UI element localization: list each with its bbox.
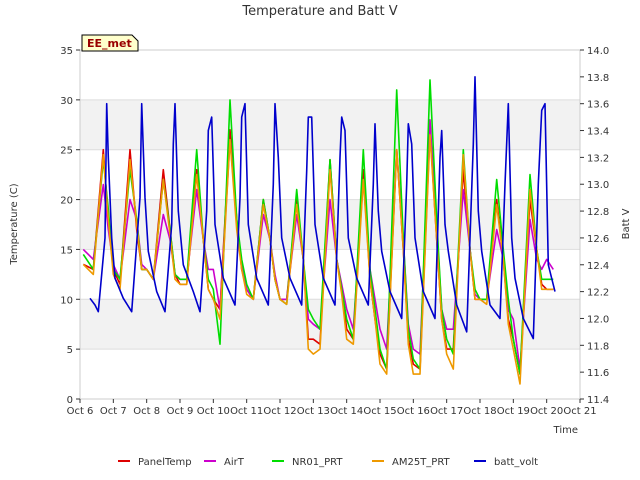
- y2-tick-label: 12.0: [587, 314, 609, 325]
- plot-frame: [79, 49, 581, 400]
- x-tick-label: Oct 17: [430, 406, 463, 417]
- y2-tick-label: 12.6: [587, 234, 609, 245]
- y-tick-label: 0: [67, 395, 73, 406]
- y2-tick-label: 13.4: [587, 127, 609, 138]
- legend-label: batt_volt: [494, 457, 538, 468]
- station-badge-label: EE_met: [87, 37, 132, 50]
- y-tick-label: 10: [60, 295, 73, 306]
- y-tick-label: 20: [60, 196, 73, 207]
- legend-label: AM25T_PRT: [392, 457, 451, 468]
- y-tick-label: 15: [60, 245, 73, 256]
- legend-label: PanelTemp: [138, 457, 192, 468]
- grid-band: [80, 99, 580, 150]
- grid-band: [80, 299, 580, 350]
- y2-tick-label: 13.0: [587, 180, 609, 191]
- y2-axis-label: Batt V: [621, 208, 632, 239]
- y2-tick-label: 12.4: [587, 261, 609, 272]
- y2-tick-label: 13.2: [587, 153, 609, 164]
- x-tick-label: Oct 13: [297, 406, 330, 417]
- x-tick-label: Oct 15: [363, 406, 396, 417]
- y2-tick-label: 14.0: [587, 46, 609, 57]
- chart-title: Temperature and Batt V: [241, 4, 397, 19]
- x-tick-label: Oct 20: [530, 406, 563, 417]
- x-tick-label: Oct 7: [100, 406, 127, 417]
- x-axis-label: Time: [553, 425, 578, 436]
- x-tick-label: Oct 9: [167, 406, 194, 417]
- series-line-am25t-prt: [82, 134, 554, 385]
- y2-tick-label: 11.6: [587, 368, 609, 379]
- legend: PanelTemp AirT NR01_PRT AM25T_PRT batt_volt: [118, 457, 538, 468]
- y2-tick-label: 11.4: [587, 395, 609, 406]
- x-tick-label: Oct 8: [133, 406, 160, 417]
- y2-tick-label: 12.8: [587, 207, 609, 218]
- x-tick-label: Oct 12: [263, 406, 296, 417]
- y2-tick-label: 12.2: [587, 288, 609, 299]
- legend-label: AirT: [224, 457, 245, 468]
- x-tick-label: Oct 11: [230, 406, 263, 417]
- legend-label: NR01_PRT: [292, 457, 343, 468]
- x-tick-label: Oct 19: [497, 406, 530, 417]
- x-tick-label: Oct 10: [197, 406, 230, 417]
- y2-tick-label: 13.8: [587, 73, 609, 84]
- grid-bands: [80, 99, 580, 400]
- x-axis: Oct 6 Oct 7 Oct 8 Oct 9 Oct 10 Oct 11 Oct 12 Oc…: [67, 399, 597, 417]
- station-badge-box: [81, 34, 139, 52]
- x-tick-label: Oct 18: [463, 406, 496, 417]
- y2-tick-label: 13.6: [587, 100, 609, 111]
- x-tick-label: Oct 14: [330, 406, 363, 417]
- station-badge: EE_met: [81, 34, 139, 52]
- x-tick-label: Oct 6: [67, 406, 94, 417]
- y-tick-label: 5: [67, 345, 73, 356]
- y-tick-label: 35: [60, 46, 73, 57]
- y-axis-right: 11.4 11.6 11.8 12.0 12.2 12.4 12.6 12.8 13.0 13.2…: [580, 46, 609, 406]
- y-axis-left: 0 5 10 15 20 25 30 35: [60, 46, 80, 406]
- series-lines: [82, 76, 556, 385]
- x-tick-label: Oct 21: [563, 406, 596, 417]
- y2-tick-label: 11.8: [587, 341, 609, 352]
- series-line-batt-volt: [89, 76, 556, 340]
- y-tick-label: 30: [60, 96, 73, 107]
- x-tick-label: Oct 16: [397, 406, 430, 417]
- y-tick-label: 25: [60, 146, 73, 157]
- y-axis-label: Temperature (C): [9, 183, 20, 265]
